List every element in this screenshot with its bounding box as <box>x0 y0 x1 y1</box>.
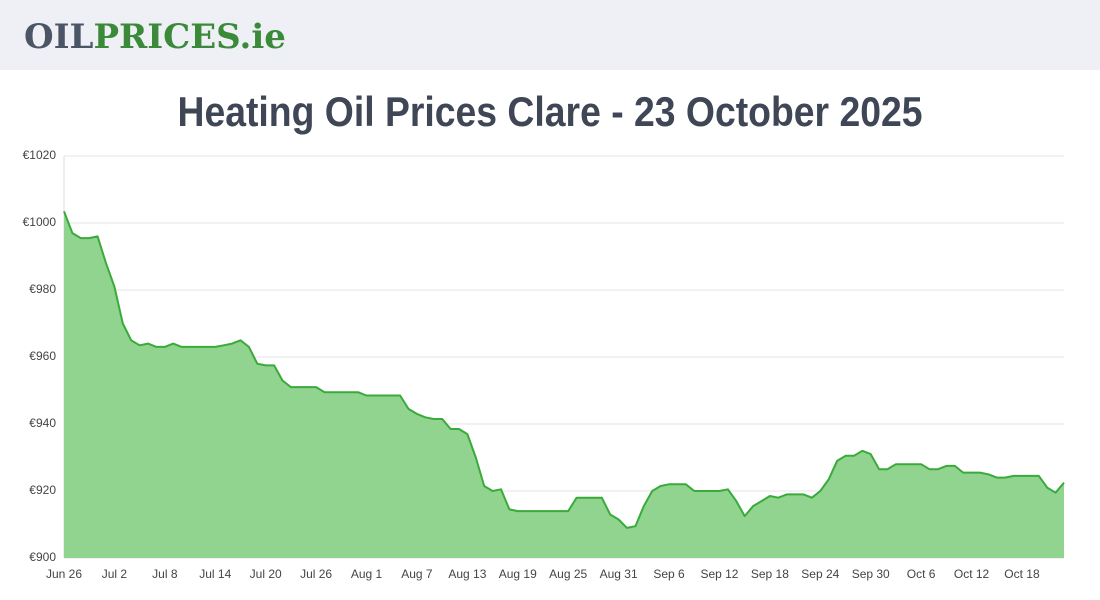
x-tick-label: Sep 18 <box>751 567 789 581</box>
line <box>63 210 1065 529</box>
y-tick-label: €940 <box>29 416 56 430</box>
x-tick-label: Sep 12 <box>700 567 738 581</box>
y-tick-label: €900 <box>29 550 56 564</box>
x-tick-label: Oct 6 <box>907 567 936 581</box>
x-tick-label: Jul 2 <box>102 567 128 581</box>
x-tick-label: Oct 12 <box>954 567 990 581</box>
area <box>64 211 1064 559</box>
x-tick-label: Sep 6 <box>653 567 685 581</box>
logo-green: PRICES.ie <box>93 17 285 57</box>
y-tick-label: €1020 <box>23 148 57 162</box>
x-tick-label: Aug 19 <box>499 567 537 581</box>
logo-dark: OIL <box>24 17 94 57</box>
x-tick-label: Jun 26 <box>46 567 82 581</box>
x-tick-label: Sep 24 <box>801 567 839 581</box>
x-tick-label: Jul 20 <box>250 567 282 581</box>
logo[interactable]: OILPRICES.ie <box>24 17 286 57</box>
y-tick-label: €1000 <box>23 215 57 229</box>
x-tick-label: Jul 26 <box>300 567 332 581</box>
y-tick-label: €960 <box>29 349 56 363</box>
x-tick-label: Sep 30 <box>852 567 890 581</box>
x-tick-label: Aug 31 <box>600 567 638 581</box>
y-tick-label: €920 <box>29 483 56 497</box>
x-tick-label: Aug 13 <box>448 567 486 581</box>
x-tick-label: Jul 8 <box>152 567 178 581</box>
x-tick-label: Aug 7 <box>401 567 433 581</box>
x-tick-label: Aug 25 <box>549 567 587 581</box>
x-tick-label: Jul 14 <box>199 567 231 581</box>
chart-title: Heating Oil Prices Clare - 23 October 20… <box>178 88 923 135</box>
y-tick-label: €980 <box>29 282 56 296</box>
header-bar <box>0 0 1100 70</box>
x-tick-label: Aug 1 <box>351 567 383 581</box>
x-tick-label: Oct 18 <box>1004 567 1040 581</box>
